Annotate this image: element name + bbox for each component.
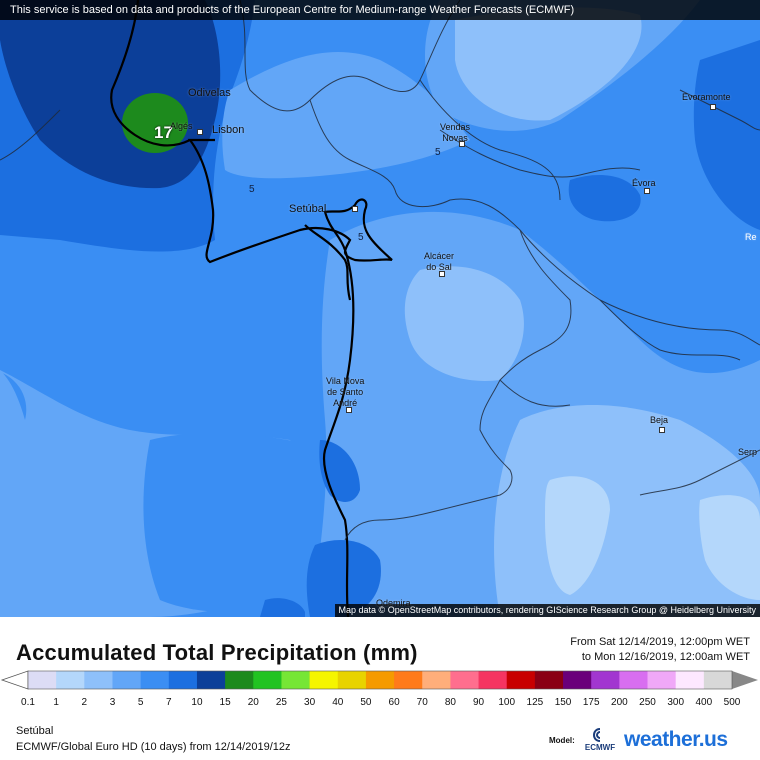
scale-swatch	[534, 671, 564, 689]
scale-swatch	[703, 671, 733, 689]
city-label-beja: Beja	[650, 415, 669, 425]
city-label-odivelas: Odivelas	[188, 87, 231, 99]
scale-swatch	[675, 671, 705, 689]
city-marker-lisbon	[197, 129, 203, 135]
scale-swatch	[28, 671, 57, 689]
contour-label: 5	[435, 147, 441, 158]
color-scale-labels: 0.1 1 2 3 5 7 10 15 20 25 30 40 50 60 70 80 90 100 125 150 1…	[0, 697, 760, 711]
city-label-evoramonte: Evoramonte	[682, 92, 731, 102]
scale-tick-label: 70	[416, 697, 428, 708]
scale-tick-label: 50	[360, 697, 372, 708]
scale-swatch	[647, 671, 677, 689]
precipitation-map[interactable]: This service is based on data and produc…	[0, 0, 760, 617]
city-label-vila-nova-de-santo-andre: Vila Nova de Santo André	[326, 376, 365, 408]
map-canvas	[0, 0, 760, 617]
city-marker-evora	[644, 188, 650, 194]
chart-title: Accumulated Total Precipitation (mm)	[16, 640, 418, 665]
scale-swatch	[281, 671, 311, 689]
city-marker-setubal	[352, 206, 358, 212]
scale-swatch	[309, 671, 339, 689]
contour-label: 5	[249, 184, 255, 195]
scale-swatch	[225, 671, 254, 689]
scale-swatch	[394, 671, 423, 689]
scale-swatch	[506, 671, 536, 689]
city-label-evora: Évora	[632, 178, 656, 188]
scale-swatch	[478, 671, 508, 689]
city-label-alges: Algés	[170, 121, 193, 131]
city-marker-evoramonte	[710, 104, 716, 110]
scale-tick-label: 5	[137, 697, 144, 708]
city-marker-vendas-novas	[459, 141, 465, 147]
time-range-to: to Mon 12/16/2019, 12:00am WET	[581, 651, 750, 663]
scale-tick-label: 40	[332, 697, 344, 708]
scale-tick-label: 2	[81, 697, 88, 708]
scale-swatch	[422, 671, 451, 689]
scale-tick-label: 150	[554, 697, 572, 708]
scale-tick-label: 30	[304, 697, 316, 708]
max-precip-label: 17	[154, 123, 173, 142]
location-label: Setúbal	[16, 725, 54, 737]
scale-tick-label: 80	[444, 697, 456, 708]
scale-tick-label: 10	[191, 697, 203, 708]
contour-label: 5	[358, 232, 364, 243]
scale-swatch	[563, 671, 592, 689]
scale-swatch	[168, 671, 198, 689]
map-attribution[interactable]: Map data © OpenStreetMap contributors, r…	[334, 604, 760, 617]
scale-tick-label: 500	[723, 697, 741, 708]
scale-swatch	[196, 671, 226, 689]
weather-us-logo[interactable]: weather.us	[624, 728, 728, 751]
scale-swatch	[619, 671, 649, 689]
scale-swatch	[56, 671, 85, 689]
scale-tick-label: 400	[695, 697, 713, 708]
model-label: Model:	[549, 736, 575, 745]
scale-swatch	[253, 671, 282, 689]
scale-arrow-high	[732, 671, 758, 689]
scale-swatch	[337, 671, 367, 689]
scale-tick-label: 100	[498, 697, 516, 708]
scale-tick-label: 175	[582, 697, 600, 708]
city-label-re: Re	[745, 232, 757, 242]
scale-tick-label: 25	[275, 697, 287, 708]
time-range: From Sat 12/14/2019, 12:00pm WET to Mon …	[570, 635, 750, 665]
city-label-alcacer-do-sal: Alcácer do Sal	[424, 251, 455, 272]
city-marker-alcacer-do-sal	[439, 271, 445, 277]
scale-tick-label: 300	[667, 697, 685, 708]
scale-swatch	[140, 671, 170, 689]
color-scale-bar	[0, 670, 758, 690]
scale-swatch	[84, 671, 113, 689]
city-label-vendas-novas: Vendas Novas	[440, 122, 471, 143]
scale-tick-label: 0.1	[21, 697, 35, 708]
scale-swatch	[450, 671, 480, 689]
scale-tick-label: 125	[526, 697, 544, 708]
scale-tick-label: 20	[247, 697, 259, 708]
scale-swatch	[112, 671, 142, 689]
scale-tick-label: 3	[109, 697, 116, 708]
scale-swatch	[591, 671, 620, 689]
scale-tick-label: 15	[219, 697, 231, 708]
scale-tick-label: 250	[639, 697, 656, 708]
ecmwf-text: ECMWF	[584, 743, 616, 752]
time-range-from: From Sat 12/14/2019, 12:00pm WET	[570, 636, 750, 648]
city-label-lisbon: Lisbon	[212, 124, 245, 136]
scale-arrow-low	[0, 670, 29, 690]
city-marker-beja	[659, 427, 665, 433]
scale-frame	[27, 670, 733, 690]
scale-tick-label: 60	[388, 697, 400, 708]
ecmwf-disclaimer-banner: This service is based on data and produc…	[0, 0, 760, 20]
city-label-serpa: Serp	[738, 447, 758, 457]
scale-tick-label: 1	[53, 697, 59, 708]
scale-tick-label: 200	[611, 697, 628, 708]
city-label-setubal: Setúbal	[289, 203, 327, 215]
city-marker-vila-nova-de-santo-andre	[346, 407, 352, 413]
scale-swatch	[365, 671, 395, 689]
scale-tick-label: 7	[166, 697, 172, 708]
scale-tick-label: 90	[472, 697, 485, 708]
city-label-odemira: Odemira	[376, 598, 411, 608]
ecmwf-icon	[592, 728, 601, 742]
ecmwf-logo[interactable]: ECMWF	[580, 728, 620, 754]
model-info: ECMWF/Global Euro HD (10 days) from 12/1…	[16, 741, 291, 753]
